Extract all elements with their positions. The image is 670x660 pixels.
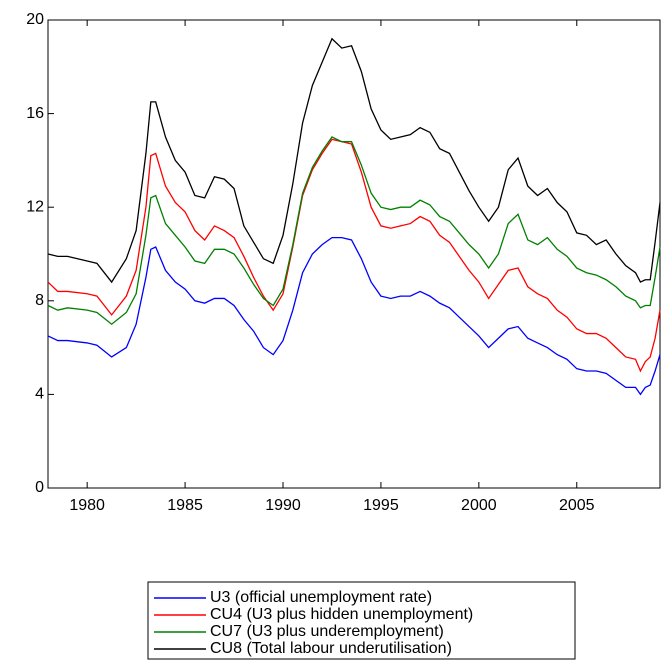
legend-box	[147, 581, 576, 660]
series-line	[47, 236, 661, 396]
legend-label: CU4 (U3 plus hidden unemployment)	[210, 606, 473, 623]
y-tick-label: 12	[26, 198, 44, 215]
x-tick-label: 2000	[461, 497, 497, 514]
y-tick-label: 0	[35, 479, 44, 496]
y-tick-label: 20	[26, 11, 44, 28]
y-tick-label: 8	[35, 292, 44, 309]
x-tick-label: 2005	[559, 497, 595, 514]
y-tick-label: 4	[35, 386, 44, 403]
x-tick-label: 1985	[167, 497, 203, 514]
x-tick-label: 1980	[69, 497, 105, 514]
x-tick-label: 1990	[265, 497, 301, 514]
series-line	[47, 138, 661, 373]
y-tick-label: 16	[26, 105, 44, 122]
legend-label: CU7 (U3 plus underemployment)	[210, 623, 444, 640]
plot-frame	[47, 19, 661, 489]
x-tick-label: 1995	[363, 497, 399, 514]
series-line	[47, 37, 661, 284]
series-line	[47, 136, 661, 326]
legend-label: U3 (official unemployment rate)	[210, 589, 432, 606]
legend-label: CU8 (Total labour underutilisation)	[210, 640, 452, 657]
